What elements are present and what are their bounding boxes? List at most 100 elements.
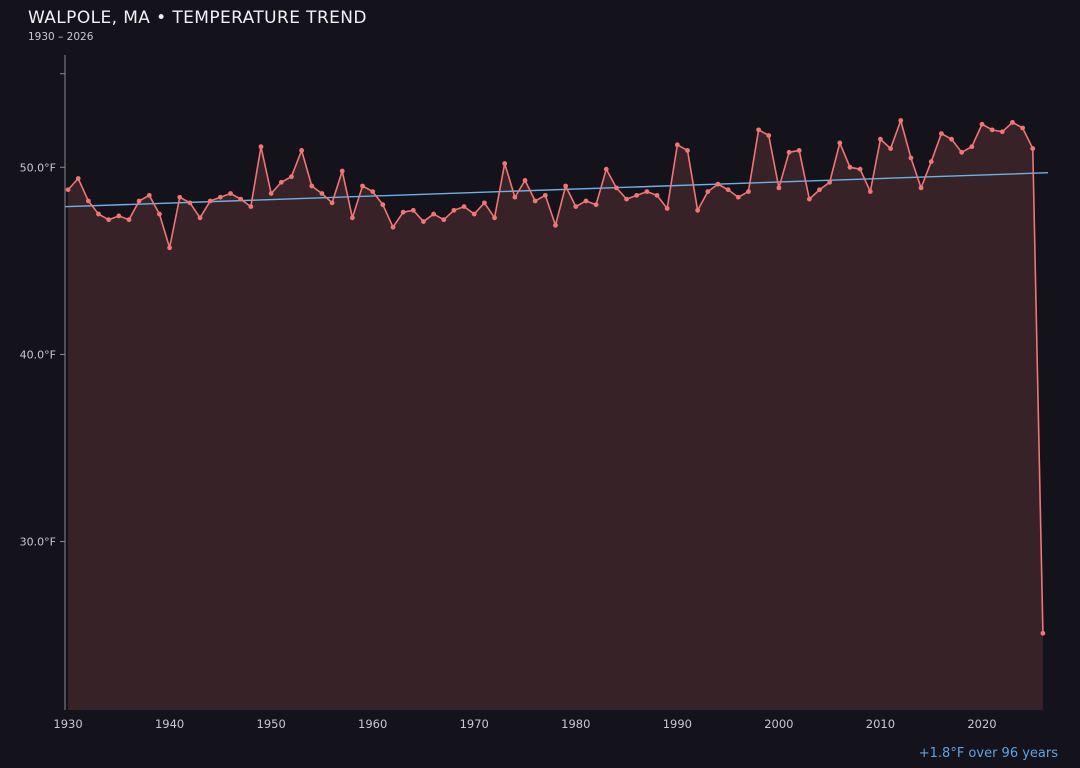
temperature-area-fill bbox=[68, 120, 1043, 710]
chart-subtitle: 1930 – 2026 bbox=[28, 30, 94, 43]
data-point bbox=[725, 187, 731, 193]
data-point bbox=[857, 166, 863, 172]
data-point bbox=[1040, 630, 1046, 636]
data-point bbox=[878, 136, 883, 142]
data-point bbox=[959, 149, 965, 155]
data-point bbox=[695, 207, 701, 213]
data-point bbox=[746, 189, 751, 195]
data-point bbox=[563, 183, 569, 189]
data-point bbox=[1020, 125, 1026, 131]
data-point bbox=[268, 191, 274, 196]
data-point bbox=[593, 202, 599, 208]
data-point bbox=[827, 179, 833, 185]
x-tick-label: 1930 bbox=[53, 717, 82, 731]
data-point bbox=[177, 194, 183, 200]
data-point bbox=[867, 189, 873, 195]
data-point bbox=[75, 176, 81, 181]
data-point bbox=[471, 211, 477, 217]
data-point bbox=[451, 207, 457, 213]
data-point bbox=[126, 217, 132, 223]
y-tick-label: 40.0°F bbox=[20, 348, 56, 361]
data-point bbox=[898, 118, 904, 123]
data-point bbox=[309, 183, 315, 189]
data-point bbox=[238, 196, 244, 202]
data-point bbox=[969, 144, 975, 150]
data-point bbox=[1010, 119, 1015, 125]
data-point bbox=[634, 192, 640, 198]
x-tick-label: 1980 bbox=[561, 717, 590, 731]
data-point bbox=[502, 161, 508, 166]
data-point bbox=[146, 192, 152, 198]
data-point bbox=[979, 121, 985, 127]
data-point bbox=[553, 222, 558, 228]
x-tick-label: 2020 bbox=[967, 717, 996, 731]
data-point bbox=[207, 198, 213, 204]
y-tick-label: 50.0°F bbox=[20, 161, 56, 174]
data-point bbox=[512, 194, 518, 200]
data-point bbox=[949, 136, 954, 142]
data-point bbox=[319, 191, 325, 196]
y-tick-label: 30.0°F bbox=[20, 536, 56, 549]
data-point bbox=[837, 140, 843, 146]
data-point bbox=[674, 142, 680, 148]
x-tick-label: 1940 bbox=[155, 717, 184, 731]
chart-header: WALPOLE, MA • TEMPERATURE TREND 1930 – 2… bbox=[28, 8, 367, 43]
data-point bbox=[735, 194, 741, 200]
data-point bbox=[614, 185, 619, 191]
data-point bbox=[817, 187, 822, 193]
data-point bbox=[644, 189, 650, 195]
data-point bbox=[583, 198, 589, 204]
data-point bbox=[136, 198, 142, 204]
data-point bbox=[167, 245, 173, 251]
data-point bbox=[157, 211, 162, 217]
data-point bbox=[329, 200, 335, 206]
data-point bbox=[217, 194, 223, 200]
data-point bbox=[197, 215, 203, 221]
data-point bbox=[796, 148, 802, 153]
trend-annotation: +1.8°F over 96 years bbox=[918, 746, 1058, 761]
trend-line bbox=[64, 172, 1049, 208]
data-point bbox=[85, 198, 91, 204]
data-point bbox=[116, 213, 122, 219]
chart-title: WALPOLE, MA • TEMPERATURE TREND bbox=[28, 8, 367, 28]
data-point bbox=[400, 209, 406, 215]
data-point bbox=[461, 204, 467, 209]
data-point bbox=[1030, 146, 1036, 151]
data-point bbox=[786, 149, 792, 155]
data-point bbox=[542, 192, 548, 198]
data-point bbox=[228, 191, 233, 196]
data-point bbox=[806, 196, 812, 202]
data-point bbox=[654, 192, 660, 198]
data-point bbox=[421, 219, 426, 224]
data-point bbox=[766, 133, 772, 138]
data-point bbox=[847, 164, 853, 170]
data-point bbox=[65, 187, 71, 193]
data-point bbox=[522, 177, 528, 183]
data-point bbox=[532, 198, 538, 204]
data-point bbox=[685, 148, 690, 153]
data-point bbox=[360, 183, 365, 189]
x-tick-label: 1950 bbox=[257, 717, 286, 731]
x-tick-label: 2010 bbox=[866, 717, 895, 731]
data-point bbox=[492, 215, 497, 221]
data-point bbox=[96, 211, 101, 217]
data-point bbox=[908, 155, 914, 161]
x-tick-label: 1990 bbox=[663, 717, 692, 731]
data-point bbox=[705, 189, 711, 195]
data-point bbox=[106, 217, 112, 223]
data-point bbox=[756, 127, 761, 133]
data-point bbox=[380, 202, 386, 208]
data-point bbox=[603, 166, 609, 172]
data-point bbox=[349, 215, 355, 221]
data-point bbox=[664, 206, 670, 211]
x-tick-label: 1970 bbox=[460, 717, 489, 731]
data-point bbox=[410, 207, 416, 213]
data-point bbox=[715, 181, 721, 187]
data-point bbox=[918, 185, 924, 191]
data-point bbox=[989, 127, 995, 133]
data-point bbox=[278, 179, 284, 185]
data-point bbox=[573, 204, 579, 209]
data-point bbox=[776, 185, 782, 191]
